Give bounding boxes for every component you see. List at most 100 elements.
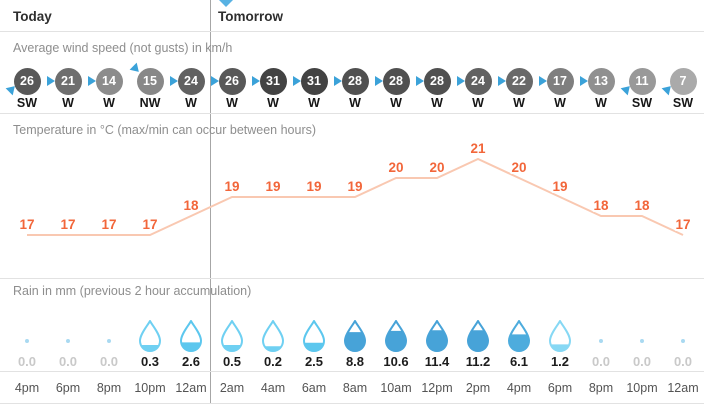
rain-drop-icon [426,320,448,352]
wind-direction-label: W [595,96,607,110]
wind-direction-label: SW [631,96,653,110]
wind-badge-wrap: 26 [5,68,41,96]
wind-direction-arrow-icon [292,76,301,86]
temperature-value-label: 18 [593,198,609,213]
rain-drop-icon [139,320,161,352]
rain-section-label: Rain in mm (previous 2 hour accumulation… [13,284,252,298]
wind-speed-badge: 24 [177,68,205,95]
rain-zero-dot-icon [25,339,29,343]
rain-value-label: 10.6 [383,354,409,369]
wind-direction-label: W [185,96,197,110]
time-label: 6pm [547,381,573,395]
wind-direction-label: W [308,96,320,110]
temperature-section-label: Temperature in °C (max/min can occur bet… [13,123,317,137]
wind-badge-wrap: 21 [46,68,82,95]
rain-drop-area [458,320,499,352]
rain-drop-area [89,320,130,352]
rain-drop-icon [262,320,284,352]
temperature-value-label: 18 [634,198,650,213]
wind-badge-wrap: 26 [210,68,246,95]
rain-zero-dot-icon [66,339,70,343]
rain-drop-area [540,320,581,352]
rain-value-label: 0.0 [673,354,693,369]
time-label: 6am [301,381,327,395]
wind-direction-label: W [513,96,525,110]
wind-column: 22 W [497,68,540,110]
rain-column: 11.4 [417,320,458,369]
rain-drop-icon [467,320,489,352]
wind-badge-wrap: 24 [456,68,492,95]
rain-column: 2.5 [294,320,335,369]
wind-section-label: Average wind speed (not gusts) in km/h [13,41,233,55]
rain-drop-area [294,320,335,352]
rain-drop-icon [508,320,530,352]
wind-column: 24 W [169,68,212,110]
wind-column: 14 W [87,68,130,110]
rain-drop-icon [549,320,571,352]
wind-speed-badge: 28 [341,68,369,95]
wind-speed-badge: 21 [54,68,82,95]
divider [0,403,704,404]
rain-zero-dot-icon [681,339,685,343]
rain-column: 0.0 [663,320,704,369]
rain-column: 0.2 [253,320,294,369]
temperature-value-label: 20 [388,160,403,175]
wind-column: 28 W [333,68,376,110]
rain-value-label: 0.2 [263,354,283,369]
rain-value-label: 11.2 [465,354,491,369]
rain-drop-icon [344,320,366,352]
day-label-today: Today [13,9,52,24]
rain-column: 2.6 [171,320,212,369]
divider [0,31,704,32]
rain-value-label: 6.1 [509,354,529,369]
time-label: 12am [175,381,207,395]
wind-column: 21 W [46,68,89,110]
time-label: 8pm [588,381,614,395]
rain-column: 0.0 [581,320,622,369]
rain-value-label: 0.0 [632,354,652,369]
wind-speed-badge: 26 [218,68,246,95]
wind-speed-badge: 7 [669,68,697,95]
wind-direction-label: NW [139,96,161,110]
wind-direction-label: SW [672,96,694,110]
rain-drop-icon [180,320,202,352]
wind-direction-label: W [103,96,115,110]
rain-drop-icon [221,320,243,352]
divider [0,371,704,372]
wind-badge-wrap: 11 [620,68,656,96]
wind-speed-badge: 15 [136,68,164,95]
rain-drop-area [130,320,171,352]
divider [0,113,704,114]
rain-drop-area [7,320,48,352]
wind-badge-wrap: 22 [497,68,533,95]
rain-row: 0.0 0.0 0.0 0.3 2.6 0.5 0.2 2.5 8.8 10.6 11.4 11.2 6… [0,320,704,370]
wind-badge-wrap: 28 [415,68,451,95]
time-label: 8am [342,381,368,395]
rain-value-label: 0.3 [140,354,160,369]
wind-column: 15 NW [129,62,171,110]
wind-badge-wrap: 17 [538,68,574,95]
time-label: 8pm [96,381,122,395]
rain-zero-dot-icon [599,339,603,343]
wind-direction-arrow-icon [333,76,342,86]
rain-column: 0.0 [89,320,130,369]
wind-direction-arrow-icon [374,76,383,86]
rain-column: 10.6 [376,320,417,369]
wind-direction-label: W [554,96,566,110]
time-label: 4pm [14,381,40,395]
time-axis: 4pm 6pm 8pm 10pm 12am 2am 4am 6am 8am 10am 12pm 2pm… [0,381,704,399]
day-label-tomorrow: Tomorrow [218,9,283,24]
rain-zero-dot-icon [107,339,111,343]
rain-column: 0.0 [48,320,89,369]
rain-column: 8.8 [335,320,376,369]
rain-column: 1.2 [540,320,581,369]
wind-direction-arrow-icon [169,76,178,86]
current-time-marker-icon [219,0,233,7]
wind-direction-label: W [62,96,74,110]
wind-speed-row: 26 SW 21 W 14 W 15 NW 24 W 26 W 31 W 31 W 28 W 28 W 28 W 24 W 22… [0,62,704,113]
wind-badge-wrap: 31 [292,68,328,95]
wind-column: 7 SW [661,68,704,110]
rain-column: 0.0 [7,320,48,369]
wind-badge-wrap: 28 [374,68,410,95]
